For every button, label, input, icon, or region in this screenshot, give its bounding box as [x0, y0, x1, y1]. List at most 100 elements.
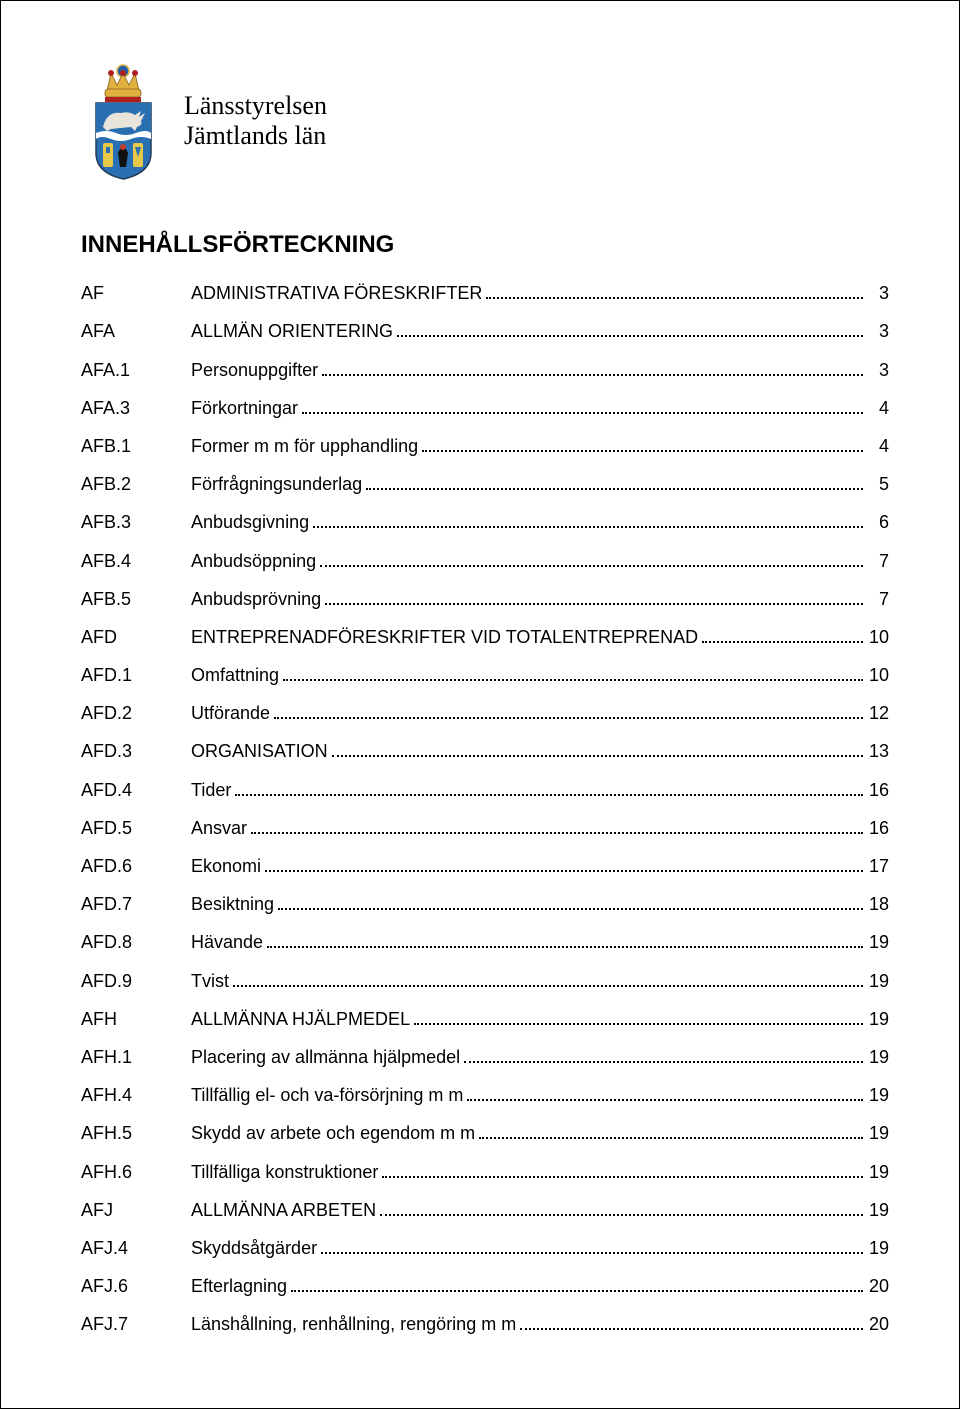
- toc-code: AFB.2: [81, 474, 191, 495]
- toc-leader-dots: [382, 1159, 863, 1177]
- toc-label: ORGANISATION: [191, 741, 328, 762]
- toc-row: AFD.4Tider16: [81, 777, 889, 800]
- toc-leader-dots: [702, 625, 863, 643]
- organization-name-line2: Jämtlands län: [184, 121, 327, 151]
- toc-leader-dots: [380, 1198, 863, 1216]
- toc-row: AFD.3ORGANISATION 13: [81, 739, 889, 762]
- toc-leader-dots: [302, 396, 863, 414]
- toc-label: Tvist: [191, 971, 229, 992]
- toc-title: INNEHÅLLSFÖRTECKNING: [81, 231, 889, 259]
- toc-code: AFH.1: [81, 1047, 191, 1068]
- toc-label: ENTREPRENADFÖRESKRIFTER VID TOTALENTREPR…: [191, 627, 698, 648]
- toc-leader-dots: [467, 1083, 863, 1101]
- toc-code: AFB.3: [81, 512, 191, 533]
- toc-label: ALLMÄN ORIENTERING: [191, 321, 393, 342]
- toc-label: Förkortningar: [191, 398, 298, 419]
- toc-row: AFD.9Tvist 19: [81, 968, 889, 991]
- toc-row: AFH.4Tillfällig el- och va-försörjning m…: [81, 1083, 889, 1106]
- toc-code: AFH.4: [81, 1085, 191, 1106]
- organization-name-line1: Länsstyrelsen: [184, 91, 327, 121]
- toc-page-number: 19: [867, 1200, 889, 1221]
- toc-code: AFD.3: [81, 741, 191, 762]
- toc-code: AFJ.7: [81, 1314, 191, 1335]
- toc-leader-dots: [283, 663, 863, 681]
- toc-label: Ekonomi: [191, 856, 261, 877]
- toc-code: AFD.5: [81, 818, 191, 839]
- table-of-contents: AFADMINISTRATIVA FÖRESKRIFTER 3 AFAALLMÄN …: [81, 281, 889, 1335]
- toc-leader-dots: [520, 1312, 863, 1330]
- toc-label: Ansvar: [191, 818, 247, 839]
- toc-page-number: 7: [867, 551, 889, 572]
- toc-row: AFD.8Hävande19: [81, 930, 889, 953]
- toc-code: AF: [81, 283, 191, 304]
- toc-row: AFD.5Ansvar 16: [81, 816, 889, 839]
- toc-label: Besiktning: [191, 894, 274, 915]
- toc-page-number: 20: [867, 1314, 889, 1335]
- toc-page-number: 19: [867, 971, 889, 992]
- toc-page-number: 19: [867, 1047, 889, 1068]
- toc-code: AFD.2: [81, 703, 191, 724]
- toc-page-number: 19: [867, 1009, 889, 1030]
- toc-row: AFH.5Skydd av arbete och egendom m m19: [81, 1121, 889, 1144]
- toc-code: AFD.6: [81, 856, 191, 877]
- toc-leader-dots: [366, 472, 863, 490]
- toc-label: Efterlagning: [191, 1276, 287, 1297]
- toc-label: ALLMÄNNA ARBETEN: [191, 1200, 376, 1221]
- toc-code: AFA.3: [81, 398, 191, 419]
- toc-leader-dots: [320, 548, 863, 566]
- toc-page-number: 19: [867, 1162, 889, 1183]
- toc-page-number: 16: [867, 818, 889, 839]
- toc-page-number: 13: [867, 741, 889, 762]
- toc-leader-dots: [486, 281, 863, 299]
- toc-label: Anbudsprövning: [191, 589, 321, 610]
- toc-page-number: 19: [867, 1085, 889, 1106]
- toc-code: AFD.8: [81, 932, 191, 953]
- toc-page-number: 10: [867, 627, 889, 648]
- toc-label: Anbudsöppning: [191, 551, 316, 572]
- toc-row: AFA.3Förkortningar4: [81, 396, 889, 419]
- toc-code: AFB.5: [81, 589, 191, 610]
- toc-leader-dots: [322, 357, 863, 375]
- toc-row: AFJ.4Skyddsåtgärder19: [81, 1236, 889, 1259]
- toc-page-number: 7: [867, 589, 889, 610]
- toc-label: ADMINISTRATIVA FÖRESKRIFTER: [191, 283, 482, 304]
- toc-leader-dots: [321, 1236, 863, 1254]
- toc-row: AFJ.7Länshållning, renhållning, rengörin…: [81, 1312, 889, 1335]
- toc-label: Skyddsåtgärder: [191, 1238, 317, 1259]
- toc-label: ALLMÄNNA HJÄLPMEDEL: [191, 1009, 410, 1030]
- toc-page-number: 3: [867, 283, 889, 304]
- toc-row: AFH.6Tillfälliga konstruktioner19: [81, 1159, 889, 1182]
- toc-row: AFB.4Anbudsöppning7: [81, 548, 889, 571]
- toc-label: Tillfällig el- och va-försörjning m m: [191, 1085, 463, 1106]
- toc-code: AFD.9: [81, 971, 191, 992]
- toc-leader-dots: [274, 701, 863, 719]
- toc-row: AFD.1Omfattning10: [81, 663, 889, 686]
- toc-row: AFDENTREPRENADFÖRESKRIFTER VID TOTALENTR…: [81, 625, 889, 648]
- toc-code: AFJ: [81, 1200, 191, 1221]
- toc-leader-dots: [278, 892, 863, 910]
- toc-code: AFJ.6: [81, 1276, 191, 1297]
- toc-label: Placering av allmänna hjälpmedel: [191, 1047, 460, 1068]
- toc-leader-dots: [464, 1045, 863, 1063]
- toc-row: AFB.5Anbudsprövning 7: [81, 587, 889, 610]
- toc-leader-dots: [233, 968, 863, 986]
- toc-leader-dots: [235, 777, 863, 795]
- toc-row: AFADMINISTRATIVA FÖRESKRIFTER 3: [81, 281, 889, 304]
- toc-row: AFAALLMÄN ORIENTERING3: [81, 319, 889, 342]
- toc-leader-dots: [332, 739, 863, 757]
- toc-page-number: 18: [867, 894, 889, 915]
- toc-row: AFB.3Anbudsgivning6: [81, 510, 889, 533]
- logo-coat-of-arms-icon: [81, 61, 166, 181]
- toc-label: Hävande: [191, 932, 263, 953]
- toc-code: AFD.1: [81, 665, 191, 686]
- toc-leader-dots: [251, 816, 863, 834]
- toc-label: Skydd av arbete och egendom m m: [191, 1123, 475, 1144]
- toc-code: AFD.7: [81, 894, 191, 915]
- toc-leader-dots: [325, 587, 863, 605]
- toc-page-number: 16: [867, 780, 889, 801]
- toc-leader-dots: [479, 1121, 863, 1139]
- header: Länsstyrelsen Jämtlands län: [81, 61, 889, 181]
- toc-code: AFA.1: [81, 360, 191, 381]
- toc-page-number: 19: [867, 1238, 889, 1259]
- toc-label: Anbudsgivning: [191, 512, 309, 533]
